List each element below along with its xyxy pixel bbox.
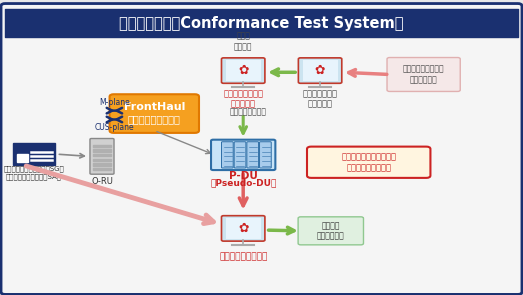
FancyBboxPatch shape (13, 143, 55, 165)
FancyBboxPatch shape (90, 139, 114, 174)
FancyBboxPatch shape (234, 142, 246, 168)
FancyBboxPatch shape (222, 58, 265, 83)
Text: 事業者により異なる
プロファイル: 事業者により異なる プロファイル (403, 65, 445, 84)
FancyBboxPatch shape (247, 142, 258, 168)
FancyBboxPatch shape (298, 58, 342, 83)
FancyBboxPatch shape (307, 147, 430, 178)
Text: CUS-plane: CUS-plane (95, 123, 134, 132)
Text: P-DU: P-DU (229, 171, 258, 181)
FancyBboxPatch shape (211, 140, 275, 170)
Text: FrontHaul: FrontHaul (123, 102, 185, 112)
Text: 適合性試験系（Conformance Test System）: 適合性試験系（Conformance Test System） (119, 16, 404, 30)
FancyBboxPatch shape (226, 218, 260, 239)
Text: 検証結果判定ツール: 検証結果判定ツール (219, 252, 267, 261)
Text: 検証結果
（良否判定）: 検証結果 （良否判定） (317, 221, 345, 240)
FancyBboxPatch shape (298, 217, 363, 245)
FancyBboxPatch shape (1, 4, 522, 294)
Text: M-plane: M-plane (99, 98, 130, 107)
Text: テストパラメータ
変更ツール: テストパラメータ 変更ツール (223, 89, 263, 109)
FancyBboxPatch shape (302, 60, 338, 81)
Text: テストシナリオ
抽出ツール: テストシナリオ 抽出ツール (303, 89, 337, 109)
FancyBboxPatch shape (226, 60, 260, 81)
Text: テスト
シナリオ: テスト シナリオ (234, 32, 253, 51)
Text: （Pseudo-DU）: （Pseudo-DU） (210, 178, 276, 187)
FancyBboxPatch shape (222, 142, 233, 168)
FancyBboxPatch shape (259, 142, 271, 168)
FancyBboxPatch shape (109, 94, 199, 133)
FancyBboxPatch shape (5, 9, 518, 37)
FancyBboxPatch shape (387, 58, 460, 91)
FancyBboxPatch shape (17, 154, 28, 162)
Text: ✿: ✿ (315, 64, 325, 77)
Text: シグナルジェネレータ（SG）
シグナルアナライザ（SA）: シグナルジェネレータ（SG） シグナルアナライザ（SA） (4, 165, 64, 180)
Text: ✿: ✿ (238, 64, 248, 77)
Text: （フロントホール）: （フロントホール） (128, 114, 181, 124)
Text: テストパラメータ: テストパラメータ (230, 108, 267, 117)
Text: O-RU: O-RU (91, 177, 113, 186)
Text: 赤字要素が今回開発する
相互接続性検証技術: 赤字要素が今回開発する 相互接続性検証技術 (341, 153, 396, 172)
FancyBboxPatch shape (222, 216, 265, 241)
Text: ✿: ✿ (238, 222, 248, 235)
